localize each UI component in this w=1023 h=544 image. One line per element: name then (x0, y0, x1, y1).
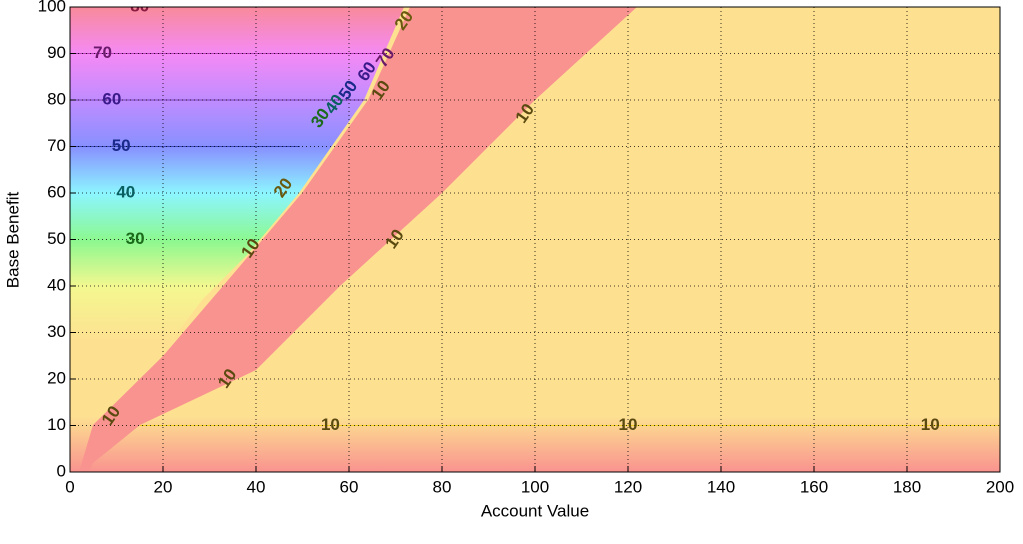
contour-label: 10 (921, 415, 940, 434)
y-tick-label: 100 (38, 0, 66, 15)
contour-label: 30 (126, 229, 145, 248)
y-tick-label: 20 (47, 368, 66, 387)
contour-label: 10 (321, 415, 340, 434)
y-tick-label: 30 (47, 322, 66, 341)
y-tick-label: 70 (47, 136, 66, 155)
contour-label: 40 (116, 182, 135, 201)
x-tick-label: 60 (340, 477, 359, 496)
high-region (70, 7, 404, 340)
y-tick-label: 60 (47, 182, 66, 201)
contour-label: 60 (102, 89, 121, 108)
x-tick-label: 160 (800, 477, 828, 496)
x-tick-label: 180 (893, 477, 921, 496)
x-tick-label: 0 (65, 477, 74, 496)
x-tick-label: 140 (707, 477, 735, 496)
y-tick-label: 10 (47, 415, 66, 434)
x-tick-label: 120 (614, 477, 642, 496)
x-axis-label: Account Value (481, 501, 589, 520)
x-tick-label: 20 (154, 477, 173, 496)
contour-label: 50 (112, 136, 131, 155)
y-tick-label: 40 (47, 275, 66, 294)
y-tick-label: 80 (47, 89, 66, 108)
contour-label: 70 (93, 43, 112, 62)
contour-label: 80 (130, 0, 149, 15)
y-tick-label: 50 (47, 229, 66, 248)
x-tick-label: 100 (521, 477, 549, 496)
contour-label: 10 (619, 415, 638, 434)
y-tick-label: 0 (57, 461, 66, 480)
y-tick-label: 90 (47, 43, 66, 62)
y-axis-label: Base Benefit (3, 192, 22, 289)
x-tick-label: 200 (986, 477, 1014, 496)
x-tick-label: 40 (247, 477, 266, 496)
contour-fill (70, 7, 1000, 472)
x-tick-label: 80 (433, 477, 452, 496)
